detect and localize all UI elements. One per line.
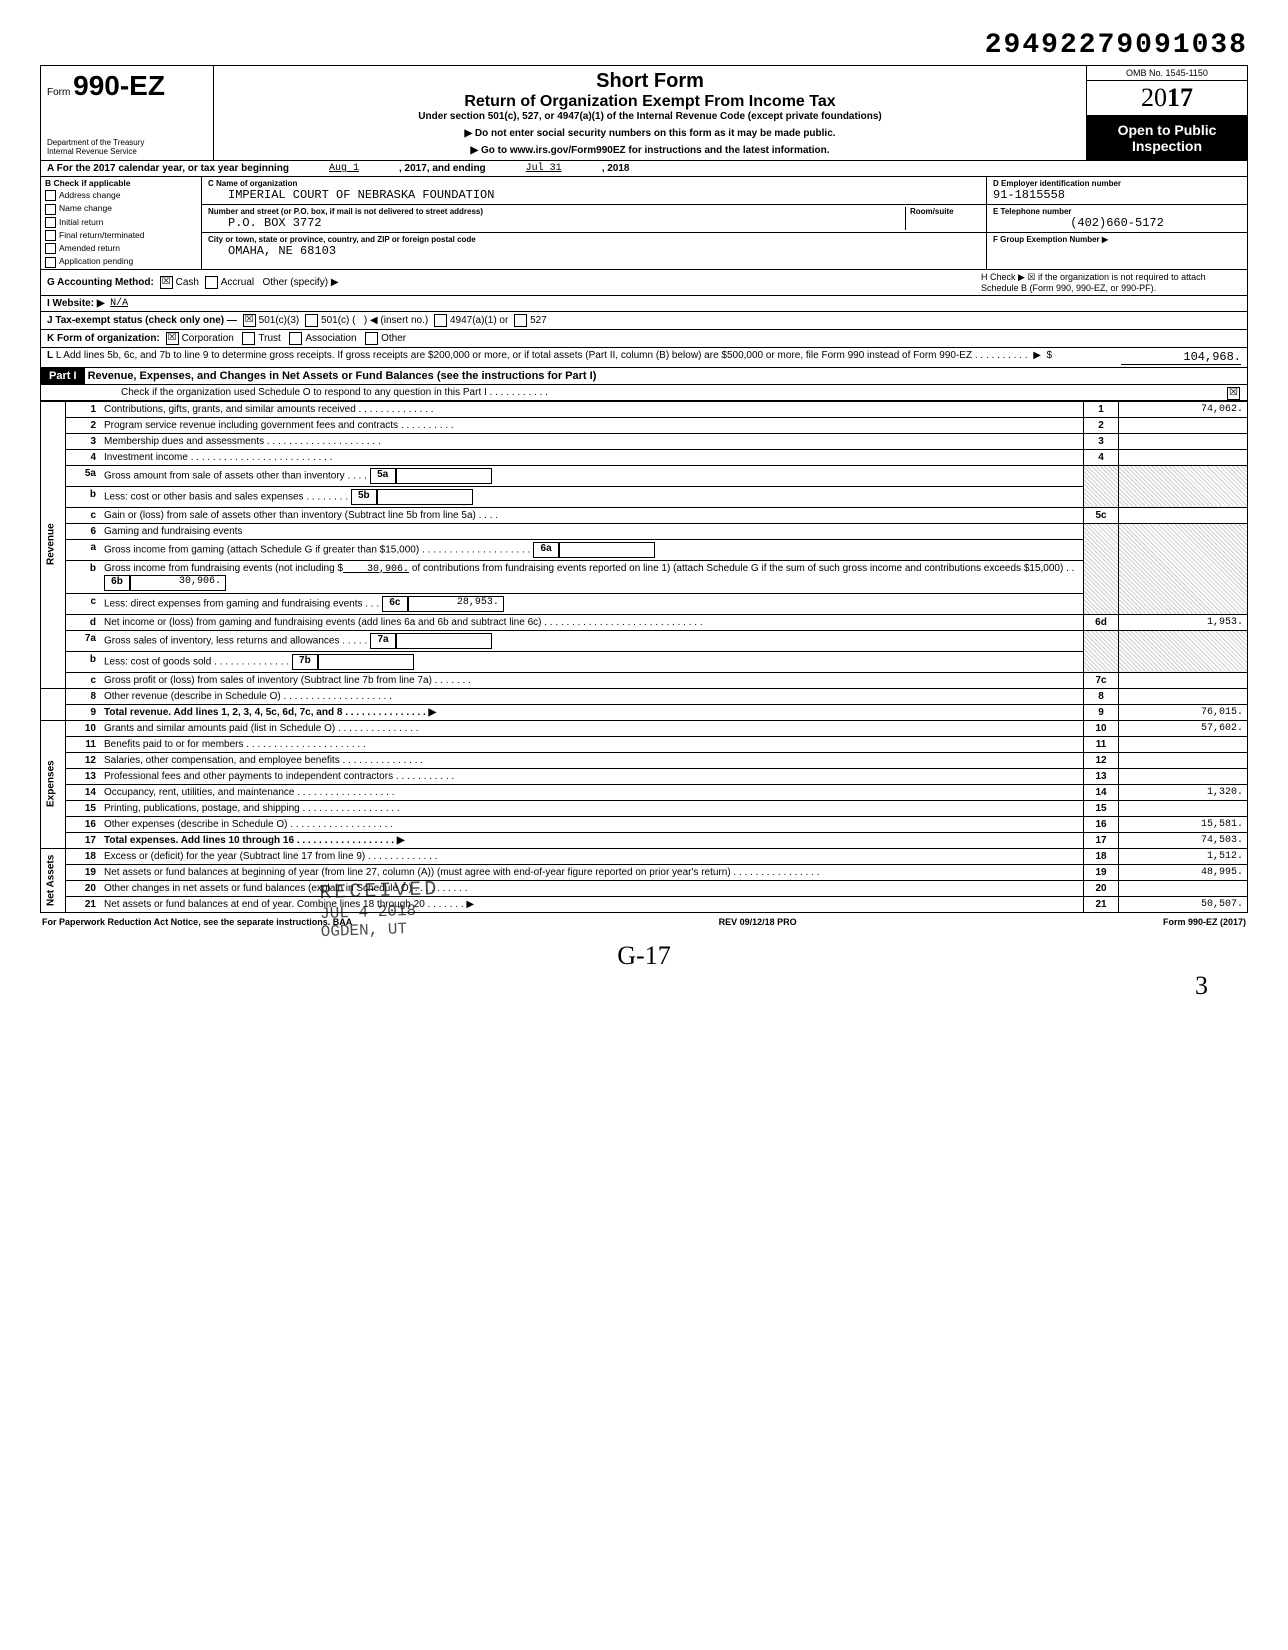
chk-other-org[interactable] (365, 332, 378, 345)
side-netassets: Net Assets (41, 848, 66, 912)
ein: 91-1815558 (993, 188, 1241, 202)
chk-cash[interactable]: ☒ (160, 276, 173, 289)
column-b: B Check if applicable Address change Nam… (41, 177, 202, 269)
tax-year-begin: Aug 1 (329, 163, 359, 174)
org-name: IMPERIAL COURT OF NEBRASKA FOUNDATION (208, 188, 980, 202)
column-c: C Name of organization IMPERIAL COURT OF… (202, 177, 987, 269)
ssn-note: ▶ Do not enter social security numbers o… (220, 128, 1080, 139)
amt-5b (377, 489, 473, 505)
chk-schedule-o[interactable]: ☒ (1227, 387, 1240, 400)
c-name-label: C Name of organization (208, 179, 980, 188)
chk-501c[interactable] (305, 314, 318, 327)
form-header: Form 990-EZ Department of the Treasury I… (40, 65, 1248, 161)
chk-association[interactable] (289, 332, 302, 345)
part1-table: Revenue 1Contributions, gifts, grants, a… (40, 401, 1248, 913)
amt-6c: 28,953. (408, 596, 504, 612)
amt-2 (1119, 417, 1248, 433)
side-expenses: Expenses (41, 720, 66, 848)
amt-7b (318, 654, 414, 670)
f-group-label: F Group Exemption Number ▶ (993, 235, 1241, 244)
part1-header: Part I Revenue, Expenses, and Changes in… (40, 368, 1248, 385)
amt-13 (1119, 768, 1248, 784)
dln-number: 29492279091038 (40, 30, 1248, 61)
column-def: D Employer identification number 91-1815… (987, 177, 1247, 269)
line-i: I Website: ▶ N/A (40, 296, 1248, 312)
chk-address-change[interactable] (45, 190, 56, 201)
tax-year: 2017 (1087, 81, 1247, 116)
amt-6d: 1,953. (1119, 614, 1248, 630)
d-ein-label: D Employer identification number (993, 179, 1241, 188)
amt-15 (1119, 800, 1248, 816)
amt-7a (396, 633, 492, 649)
c-street-label: Number and street (or P.O. box, if mail … (208, 207, 905, 216)
goto-note: ▶ Go to www.irs.gov/Form990EZ for instru… (220, 145, 1080, 156)
website: N/A (110, 298, 128, 309)
amt-6b: 30,906. (130, 575, 226, 591)
amt-5c (1119, 507, 1248, 523)
side-revenue: Revenue (41, 401, 66, 688)
org-street: P.O. BOX 3772 (208, 216, 905, 230)
amt-18: 1,512. (1119, 848, 1248, 864)
amt-21: 50,507. (1119, 896, 1248, 912)
tax-year-end: Jul 31 (526, 163, 562, 174)
schedule-o-check-line: Check if the organization used Schedule … (40, 385, 1248, 401)
chk-name-change[interactable] (45, 204, 56, 215)
e-tel-label: E Telephone number (993, 207, 1241, 216)
omb-number: OMB No. 1545-1150 (1087, 66, 1247, 81)
amt-12 (1119, 752, 1248, 768)
b-header: B Check if applicable (41, 177, 201, 189)
line-g-i: G Accounting Method: ☒Cash Accrual Other… (40, 270, 1248, 296)
line-l: L L Add lines 5b, 6c, and 7b to line 9 t… (40, 348, 1248, 368)
return-title: Return of Organization Exempt From Incom… (220, 93, 1080, 111)
chk-final-return[interactable] (45, 230, 56, 241)
amt-5a (396, 468, 492, 484)
org-city: OMAHA, NE 68103 (208, 244, 980, 258)
amt-14: 1,320. (1119, 784, 1248, 800)
form-number: 990-EZ (73, 70, 165, 101)
amt-1: 74,062. (1119, 401, 1248, 417)
chk-amended-return[interactable] (45, 243, 56, 254)
form-footer: Form 990-EZ (2017) (1163, 917, 1246, 927)
line-a: A For the 2017 calendar year, or tax yea… (40, 161, 1248, 177)
under-section: Under section 501(c), 527, or 4947(a)(1)… (220, 111, 1080, 122)
amt-3 (1119, 433, 1248, 449)
chk-corporation[interactable]: ☒ (166, 332, 179, 345)
line-k: K Form of organization: ☒Corporation Tru… (40, 330, 1248, 348)
form-label: Form (47, 87, 70, 98)
chk-4947[interactable] (434, 314, 447, 327)
amt-16: 15,581. (1119, 816, 1248, 832)
room-suite-label: Room/suite (910, 207, 980, 216)
chk-initial-return[interactable] (45, 217, 56, 228)
amt-6a (559, 542, 655, 558)
chk-trust[interactable] (242, 332, 255, 345)
handwritten-g17: G-17 (40, 941, 1248, 971)
amt-10: 57,602. (1119, 720, 1248, 736)
paperwork-notice: For Paperwork Reduction Act Notice, see … (42, 917, 352, 927)
rev-date: REV 09/12/18 PRO (719, 917, 797, 927)
header-block-bcdef: B Check if applicable Address change Nam… (40, 177, 1248, 270)
line-j: J Tax-exempt status (check only one) — ☒… (40, 312, 1248, 330)
amt-17: 74,503. (1119, 832, 1248, 848)
h-check-text: H Check ▶ ☒ if the organization is not r… (981, 272, 1206, 293)
amt-8 (1119, 688, 1248, 704)
chk-application-pending[interactable] (45, 257, 56, 268)
short-form-title: Short Form (220, 70, 1080, 93)
amt-9: 76,015. (1119, 704, 1248, 720)
amt-19: 48,995. (1119, 864, 1248, 880)
chk-accrual[interactable] (205, 276, 218, 289)
amt-4 (1119, 449, 1248, 465)
handwritten-3: 3 (40, 971, 1208, 1001)
page-footer: For Paperwork Reduction Act Notice, see … (40, 913, 1248, 931)
telephone: (402)660-5172 (993, 216, 1241, 230)
amt-7c (1119, 672, 1248, 688)
gross-receipts: 104,968. (1121, 350, 1241, 365)
chk-501c3[interactable]: ☒ (243, 314, 256, 327)
dept-treasury: Department of the Treasury Internal Reve… (47, 138, 207, 156)
chk-527[interactable] (514, 314, 527, 327)
c-city-label: City or town, state or province, country… (208, 235, 980, 244)
open-to-public: Open to Public Inspection (1087, 116, 1247, 160)
amt-20 (1119, 880, 1248, 896)
amt-11 (1119, 736, 1248, 752)
